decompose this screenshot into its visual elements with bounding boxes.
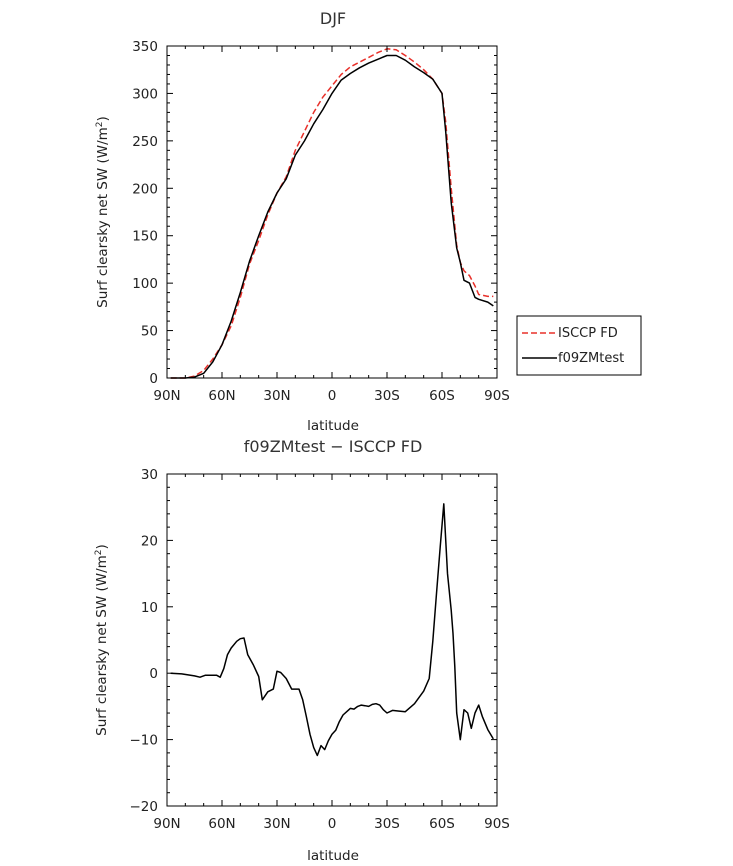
y-axis-label: Surf clearsky net SW (W/m2): [94, 544, 110, 736]
x-axis-label: latitude: [307, 418, 359, 434]
y-tick-label: 0: [149, 371, 158, 387]
x-tick-label: 90S: [484, 388, 510, 404]
series-line-f09zmtest: [170, 54, 494, 379]
y-tick-label: 20: [141, 533, 158, 549]
x-tick-label: 90N: [153, 816, 180, 832]
x-axis-label: latitude: [307, 848, 359, 864]
y-tick-label: −20: [130, 799, 159, 815]
y-tick-label: 150: [132, 229, 158, 245]
y-tick-label: 0: [149, 666, 158, 682]
x-tick-label: 60S: [429, 388, 455, 404]
y-tick-label: 350: [132, 39, 158, 55]
x-tick-label: 0: [328, 388, 337, 404]
chart-title: DJF: [320, 9, 346, 28]
series-line-isccp-fd: [170, 48, 494, 379]
legend-label-f09zmtest: f09ZMtest: [558, 351, 624, 366]
y-tick-label: 10: [141, 600, 158, 616]
x-tick-label: 60N: [208, 816, 235, 832]
y-tick-label: 30: [141, 467, 158, 483]
x-tick-label: 60N: [208, 388, 235, 404]
y-tick-label: 200: [132, 181, 158, 197]
x-tick-label: 30N: [263, 388, 290, 404]
y-tick-label: 300: [132, 86, 158, 102]
legend-box: [516, 315, 642, 376]
panel-djf: DJF 0 50 100 150 200 250 300 350 90N 60N 30N 0 30S 6…: [95, 9, 642, 434]
x-tick-label: 30S: [374, 388, 400, 404]
y-tick-label: −10: [130, 733, 159, 749]
panel-difference: f09ZMtest − ISCCP FD −20 −10 0 10 20 30 90N 60…: [94, 437, 510, 864]
x-tick-label: 60S: [429, 816, 455, 832]
x-tick-label: 90N: [153, 388, 180, 404]
y-axis-label: Surf clearsky net SW (W/m2): [95, 116, 111, 308]
plot-frame: [166, 45, 498, 379]
series-line-difference: [170, 503, 494, 757]
chart-title: f09ZMtest − ISCCP FD: [244, 437, 423, 456]
x-tick-label: 0: [328, 816, 337, 832]
y-tick-label: 50: [141, 324, 158, 340]
y-tick-label: 100: [132, 276, 158, 292]
plot-frame: [166, 473, 498, 807]
x-tick-label: 90S: [484, 816, 510, 832]
legend-label-isccp: ISCCP FD: [558, 326, 618, 341]
legend: ISCCP FD f09ZMtest: [516, 315, 642, 376]
y-tick-label: 250: [132, 134, 158, 150]
x-tick-label: 30N: [263, 816, 290, 832]
x-tick-label: 30S: [374, 816, 400, 832]
